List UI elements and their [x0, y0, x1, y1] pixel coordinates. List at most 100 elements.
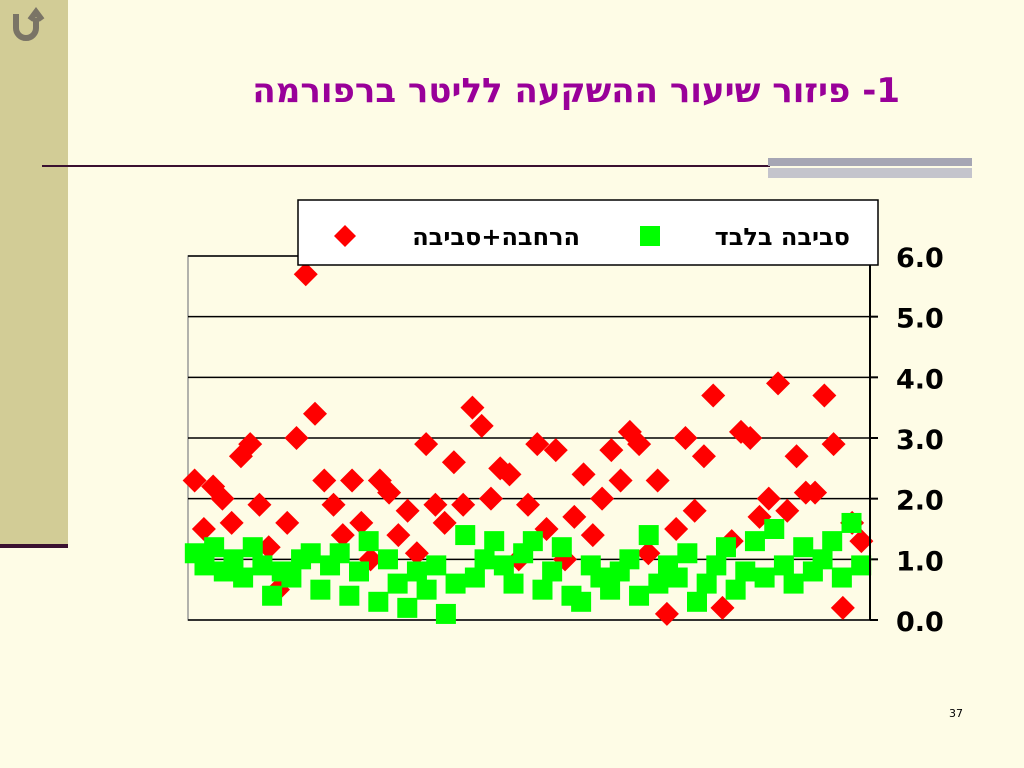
point: [358, 531, 379, 552]
point: [349, 561, 369, 582]
point: [654, 601, 679, 626]
point: [455, 525, 476, 546]
point: [629, 585, 650, 606]
point: [339, 585, 360, 606]
legend-marker: [640, 226, 660, 246]
point: [590, 486, 615, 511]
point: [638, 525, 659, 546]
point: [562, 504, 587, 529]
point: [368, 591, 389, 612]
point: [764, 519, 785, 539]
point: [252, 555, 273, 576]
point: [619, 549, 640, 570]
point: [406, 561, 427, 582]
sidebar: [0, 0, 68, 548]
point: [682, 498, 707, 523]
rule-accent: [768, 158, 972, 166]
point: [627, 432, 652, 457]
point: [754, 567, 775, 588]
y-tick-label: 5.0: [896, 304, 944, 335]
point: [696, 573, 717, 594]
point: [204, 537, 225, 558]
point: [445, 573, 466, 594]
point: [516, 492, 540, 517]
point: [599, 438, 624, 463]
legend-items: הרחבה+סביבה סביבה בלבד: [334, 223, 850, 251]
point: [275, 510, 300, 535]
point: [330, 523, 355, 548]
legend: [297, 199, 879, 266]
y-tick-label: 2.0: [896, 486, 944, 517]
point: [735, 561, 756, 582]
point: [284, 426, 309, 450]
point: [687, 591, 707, 612]
point: [303, 401, 328, 426]
point: [223, 549, 244, 570]
point: [571, 462, 596, 487]
point: [841, 512, 862, 533]
point: [715, 537, 736, 558]
rule-accent: [768, 168, 972, 178]
legend-label: סביבה בלבד: [715, 223, 850, 251]
marks: [182, 262, 874, 626]
point: [725, 579, 746, 600]
point: [441, 450, 466, 475]
point: [349, 510, 374, 535]
point: [677, 543, 698, 564]
point: [478, 486, 503, 511]
slide-title: 1- פיזור שיעור ההשקעה לליטר ברפורמה: [252, 71, 900, 111]
point: [484, 531, 505, 552]
point: [460, 395, 485, 420]
point: [247, 492, 272, 517]
point: [738, 426, 763, 450]
point: [435, 603, 456, 624]
point: [600, 579, 621, 600]
point: [673, 426, 698, 450]
point: [580, 523, 605, 548]
point: [497, 462, 522, 487]
point: [474, 549, 495, 570]
point: [233, 567, 254, 588]
point: [551, 537, 572, 558]
point: [432, 510, 457, 535]
point: [464, 567, 485, 588]
point: [710, 595, 735, 620]
point: [831, 567, 852, 588]
legend-label: הרחבה+סביבה: [412, 223, 580, 251]
legend-marker: [334, 225, 356, 247]
point: [571, 591, 592, 612]
point: [219, 510, 244, 535]
return-icon[interactable]: [13, 6, 45, 41]
y-tick-label: 6.0: [896, 243, 944, 274]
point: [543, 438, 568, 463]
point: [645, 468, 670, 493]
point: [503, 573, 524, 594]
point: [522, 531, 543, 552]
point: [451, 492, 476, 517]
point: [493, 555, 514, 576]
point: [293, 262, 318, 287]
point: [812, 549, 833, 570]
point: [423, 492, 448, 517]
point: [525, 432, 550, 457]
point: [395, 498, 420, 523]
point: [300, 543, 321, 564]
point: [783, 573, 804, 594]
point: [793, 537, 814, 558]
point: [329, 543, 350, 564]
point: [542, 561, 563, 582]
point: [242, 537, 263, 558]
point: [766, 371, 791, 396]
point: [210, 486, 235, 511]
point: [340, 468, 365, 493]
point: [182, 468, 207, 493]
point: [812, 383, 837, 408]
point: [636, 541, 661, 566]
point: [822, 531, 843, 552]
point: [532, 579, 553, 600]
point: [775, 498, 800, 523]
point: [830, 595, 855, 620]
point: [194, 555, 215, 576]
point: [756, 486, 781, 511]
